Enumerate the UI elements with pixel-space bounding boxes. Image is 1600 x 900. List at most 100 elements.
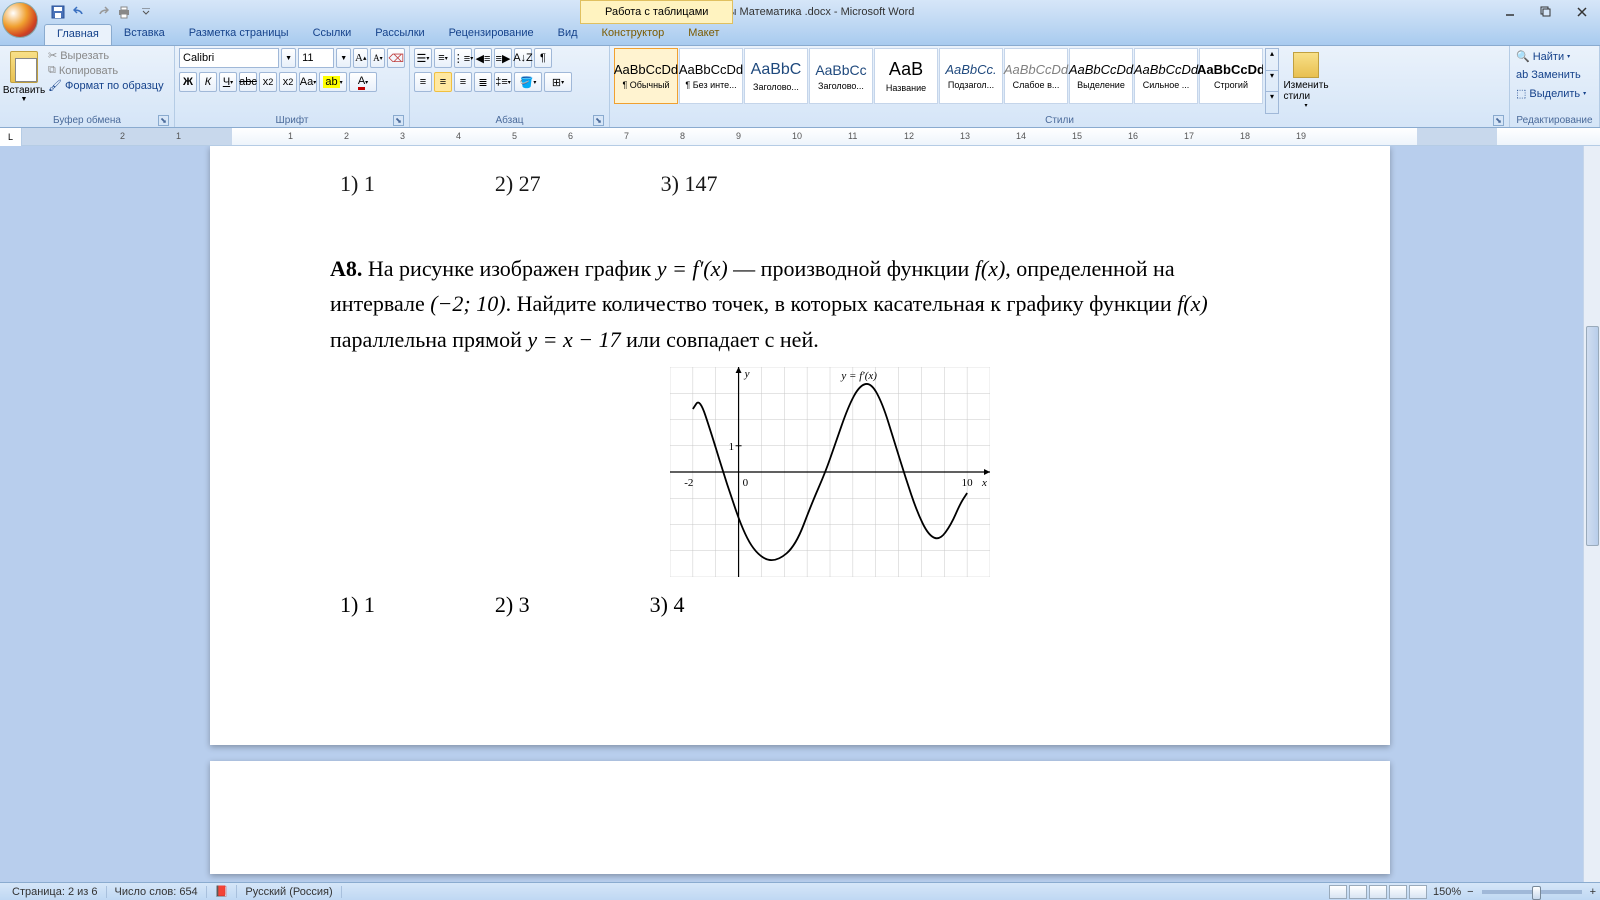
- style-item[interactable]: AaBbCcDd¶ Обычный: [614, 48, 678, 104]
- change-styles-button[interactable]: Изменить стили▾: [1281, 48, 1331, 114]
- style-item[interactable]: AaBbCcDdВыделение: [1069, 48, 1133, 104]
- tab-home[interactable]: Главная: [44, 24, 112, 45]
- styles-gallery[interactable]: AaBbCcDd¶ ОбычныйAaBbCcDd¶ Без инте...Aa…: [614, 48, 1263, 106]
- shading-button[interactable]: 🪣▾: [514, 72, 542, 92]
- maximize-button[interactable]: [1532, 3, 1560, 21]
- font-launcher[interactable]: ⬊: [393, 115, 404, 126]
- italic-button[interactable]: К: [199, 72, 217, 92]
- cut-button[interactable]: ✂Вырезать: [46, 48, 166, 63]
- tab-page-layout[interactable]: Разметка страницы: [177, 24, 301, 45]
- view-web-layout[interactable]: [1369, 885, 1387, 899]
- style-item[interactable]: АаВНазвание: [874, 48, 938, 104]
- line-spacing-button[interactable]: ‡≡▾: [494, 72, 512, 92]
- tab-table-design[interactable]: Конструктор: [590, 24, 677, 45]
- zoom-slider[interactable]: [1482, 890, 1582, 894]
- style-item[interactable]: AaBbCcDdСтрогий: [1199, 48, 1263, 104]
- superscript-button[interactable]: x2: [279, 72, 297, 92]
- tab-view[interactable]: Вид: [546, 24, 590, 45]
- close-button[interactable]: [1568, 3, 1596, 21]
- style-item[interactable]: AaBbCcDdСлабое в...: [1004, 48, 1068, 104]
- tab-selector[interactable]: L: [0, 128, 22, 146]
- change-case-button[interactable]: Aa▾: [299, 72, 317, 92]
- justify-button[interactable]: ≣: [474, 72, 492, 92]
- numbering-button[interactable]: ≡▾: [434, 48, 452, 68]
- zoom-out-button[interactable]: −: [1467, 886, 1473, 898]
- style-item[interactable]: AaBbCc.Подзагол...: [939, 48, 1003, 104]
- bullets-button[interactable]: ☰▾: [414, 48, 432, 68]
- view-print-layout[interactable]: [1329, 885, 1347, 899]
- zoom-level[interactable]: 150%: [1433, 886, 1461, 898]
- style-item[interactable]: AaBbCЗаголово...: [744, 48, 808, 104]
- status-words[interactable]: Число слов: 654: [107, 886, 207, 898]
- styles-label: Стили: [1045, 115, 1074, 126]
- font-name-dropdown[interactable]: ▼: [281, 48, 296, 68]
- increase-indent-button[interactable]: ≡▶: [494, 48, 512, 68]
- replace-button[interactable]: abЗаменить: [1514, 67, 1595, 83]
- qat-redo[interactable]: [92, 3, 112, 21]
- brush-icon: 🖌: [48, 79, 62, 92]
- tab-references[interactable]: Ссылки: [301, 24, 364, 45]
- status-language[interactable]: Русский (Россия): [237, 886, 341, 898]
- select-icon: ⬚: [1516, 87, 1526, 100]
- styles-scroll-down[interactable]: ▾: [1266, 70, 1278, 92]
- status-proofing[interactable]: 📕: [207, 885, 238, 898]
- horizontal-ruler[interactable]: 2112345678910111213141516171819: [22, 128, 1600, 145]
- minimize-button[interactable]: [1496, 3, 1524, 21]
- grow-font-button[interactable]: A▴: [353, 48, 368, 68]
- group-clipboard: Вставить ▼ ✂Вырезать ⧉Копировать 🖌Формат…: [0, 46, 175, 127]
- qat-customize[interactable]: [136, 3, 156, 21]
- paste-button[interactable]: Вставить ▼: [4, 48, 44, 114]
- view-full-screen[interactable]: [1349, 885, 1367, 899]
- styles-expand[interactable]: ▾: [1266, 91, 1278, 113]
- proofing-icon: 📕: [215, 886, 229, 898]
- styles-scroll-up[interactable]: ▴: [1266, 49, 1278, 70]
- zoom-in-button[interactable]: +: [1590, 886, 1596, 898]
- qat-print[interactable]: [114, 3, 134, 21]
- font-size-dropdown[interactable]: ▼: [336, 48, 351, 68]
- select-button[interactable]: ⬚Выделить▾: [1514, 85, 1595, 102]
- scissors-icon: ✂: [48, 49, 57, 62]
- font-name-combo[interactable]: [179, 48, 279, 68]
- multilevel-button[interactable]: ⋮≡▾: [454, 48, 472, 68]
- status-page[interactable]: Страница: 2 из 6: [4, 886, 107, 898]
- underline-button[interactable]: Ч▾: [219, 72, 237, 92]
- align-center-button[interactable]: ≡: [434, 72, 452, 92]
- styles-launcher[interactable]: ⬊: [1493, 115, 1504, 126]
- strikethrough-button[interactable]: abc: [239, 72, 257, 92]
- tab-table-layout[interactable]: Макет: [676, 24, 731, 45]
- align-left-button[interactable]: ≡: [414, 72, 432, 92]
- qat-undo[interactable]: [70, 3, 90, 21]
- style-item[interactable]: AaBbCcЗаголово...: [809, 48, 873, 104]
- style-item[interactable]: AaBbCcDdСильное ...: [1134, 48, 1198, 104]
- style-item[interactable]: AaBbCcDd¶ Без инте...: [679, 48, 743, 104]
- scroll-thumb[interactable]: [1586, 326, 1599, 546]
- font-color-button[interactable]: A▾: [349, 72, 377, 92]
- paragraph-launcher[interactable]: ⬊: [593, 115, 604, 126]
- office-button[interactable]: [2, 2, 38, 38]
- tab-insert[interactable]: Вставка: [112, 24, 177, 45]
- paste-label: Вставить: [3, 85, 45, 96]
- bold-button[interactable]: Ж: [179, 72, 197, 92]
- decrease-indent-button[interactable]: ◀≡: [474, 48, 492, 68]
- copy-button[interactable]: ⧉Копировать: [46, 63, 166, 78]
- borders-button[interactable]: ⊞▾: [544, 72, 572, 92]
- sort-button[interactable]: A↓Z: [514, 48, 532, 68]
- show-marks-button[interactable]: ¶: [534, 48, 552, 68]
- tab-mailings[interactable]: Рассылки: [363, 24, 436, 45]
- font-size-combo[interactable]: [298, 48, 334, 68]
- svg-text:10: 10: [962, 477, 974, 489]
- highlight-button[interactable]: ab▾: [319, 72, 347, 92]
- view-draft[interactable]: [1409, 885, 1427, 899]
- format-painter-button[interactable]: 🖌Формат по образцу: [46, 78, 166, 93]
- vertical-scrollbar[interactable]: [1583, 146, 1600, 882]
- paste-icon: [10, 51, 38, 83]
- find-button[interactable]: 🔍Найти▾: [1514, 48, 1595, 65]
- view-outline[interactable]: [1389, 885, 1407, 899]
- tab-review[interactable]: Рецензирование: [437, 24, 546, 45]
- clipboard-launcher[interactable]: ⬊: [158, 115, 169, 126]
- subscript-button[interactable]: x2: [259, 72, 277, 92]
- clear-formatting-button[interactable]: ⌫: [387, 48, 405, 68]
- shrink-font-button[interactable]: A▾: [370, 48, 385, 68]
- align-right-button[interactable]: ≡: [454, 72, 472, 92]
- qat-save[interactable]: [48, 3, 68, 21]
